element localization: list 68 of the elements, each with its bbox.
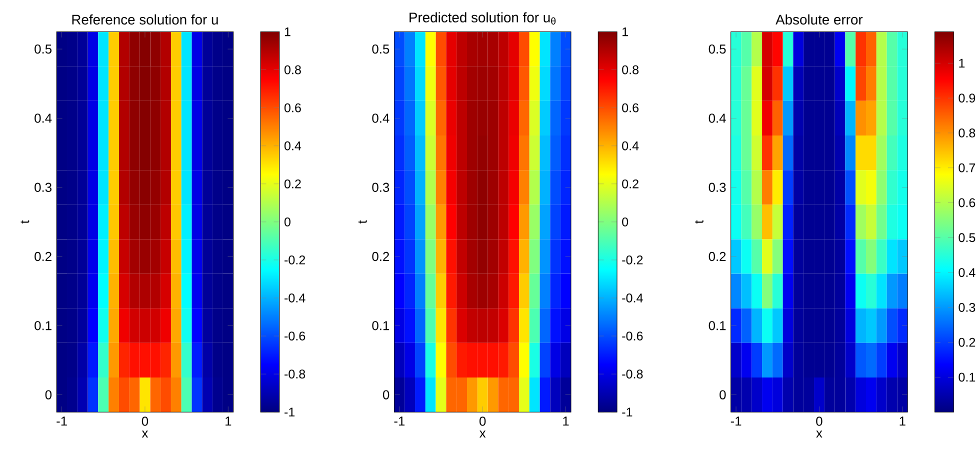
color-bar-label: 0.4 xyxy=(284,142,302,150)
x-tick-label: -1 xyxy=(394,416,405,426)
chart-title: Absolute error xyxy=(776,14,863,25)
color-bar-label: 0.7 xyxy=(958,164,976,172)
color-bar-label: 0.2 xyxy=(284,180,301,189)
x-axis-title: x xyxy=(480,430,486,438)
y-tick-label: 0 xyxy=(45,390,52,400)
x-tick-label: -1 xyxy=(56,416,67,426)
color-bar-label: 0.3 xyxy=(958,303,976,312)
color-bar-label: -0.6 xyxy=(622,332,643,341)
x-tick-label: 0 xyxy=(816,416,822,426)
color-bar-label: 0.1 xyxy=(958,372,976,382)
y-tick-label: 0.2 xyxy=(708,252,726,262)
y-tick-label: 0.1 xyxy=(708,321,726,330)
y-tick-label: 0.3 xyxy=(372,182,390,192)
color-bar-label: 1 xyxy=(622,28,628,36)
y-tick-label: 0.4 xyxy=(34,114,52,123)
x-tick-label: 1 xyxy=(900,416,906,426)
y-tick-label: 0.2 xyxy=(372,252,390,262)
color-bar-label: -0.4 xyxy=(622,294,643,303)
chart-title: Reference solution for u xyxy=(72,14,218,25)
color-bar-label: 0 xyxy=(622,218,628,227)
y-tick-label: 0.1 xyxy=(372,321,390,330)
color-bar-label: -0.6 xyxy=(284,332,306,341)
color-bar-label: 1 xyxy=(284,28,290,36)
x-axis-title: x xyxy=(142,430,148,438)
color-bar-label: -0.8 xyxy=(284,370,306,379)
y-tick-label: 0.4 xyxy=(372,114,390,123)
color-bar-label: 0.8 xyxy=(284,66,301,74)
y-axis-title: t xyxy=(358,220,367,224)
color-bar-label: 0.6 xyxy=(622,104,639,112)
x-axis-title: x xyxy=(816,430,822,438)
color-bar-label: 0.4 xyxy=(958,268,976,278)
x-tick-label: -1 xyxy=(730,416,742,426)
color-bar-label: 0.2 xyxy=(958,338,976,347)
y-axis-title: t xyxy=(20,220,30,224)
color-bar-label: 0 xyxy=(284,218,290,227)
color-bar-label: 0.8 xyxy=(622,66,639,74)
chart-title: Predicted solution for u$_{θ}$ xyxy=(410,12,556,25)
color-bar-label: -0.2 xyxy=(622,256,643,265)
y-tick-label: 0.5 xyxy=(34,44,52,54)
color-bar-label: -0.2 xyxy=(284,256,306,265)
color-bar-label: 0.8 xyxy=(958,128,976,138)
color-bar-label: -0.4 xyxy=(284,294,306,303)
y-tick-label: 0.3 xyxy=(34,182,52,192)
y-tick-label: 0 xyxy=(720,390,726,400)
y-tick-label: 0 xyxy=(382,390,390,400)
y-tick-label: 0.1 xyxy=(34,321,52,330)
y-tick-label: 0.4 xyxy=(708,114,726,123)
x-tick-label: 1 xyxy=(563,416,569,426)
x-tick-label: 0 xyxy=(480,416,486,426)
color-bar-label: 0.4 xyxy=(622,142,639,150)
color-bar-label: 0.6 xyxy=(284,104,301,112)
x-tick-label: 0 xyxy=(142,416,148,426)
color-bar-label: 0.9 xyxy=(958,94,976,103)
color-bar-label: -1 xyxy=(622,408,632,417)
color-bar-label: -0.8 xyxy=(622,370,643,379)
color-bar-label: -1 xyxy=(284,408,295,417)
color-bar-label: 1 xyxy=(959,58,965,68)
y-tick-label: 0.2 xyxy=(34,252,52,262)
color-bar-label: 0.6 xyxy=(958,198,976,208)
y-tick-label: 0.5 xyxy=(708,44,726,54)
x-tick-label: 1 xyxy=(226,416,232,426)
y-axis-title: t xyxy=(694,220,704,224)
color-bar-label: 0.2 xyxy=(622,180,638,189)
y-tick-label: 0.5 xyxy=(372,44,390,54)
color-bar-label: 0.5 xyxy=(958,233,976,242)
y-tick-label: 0.3 xyxy=(708,182,726,192)
